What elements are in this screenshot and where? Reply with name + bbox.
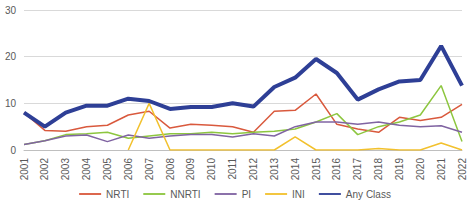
svg-text:2021: 2021 xyxy=(436,158,447,181)
svg-text:2002: 2002 xyxy=(39,158,50,181)
svg-text:2004: 2004 xyxy=(81,158,92,181)
svg-text:2015: 2015 xyxy=(311,158,322,181)
svg-text:2005: 2005 xyxy=(102,158,113,181)
svg-text:2016: 2016 xyxy=(331,158,342,181)
svg-text:10: 10 xyxy=(5,98,17,109)
svg-text:2019: 2019 xyxy=(394,158,405,181)
svg-text:INI: INI xyxy=(292,189,305,200)
svg-text:2010: 2010 xyxy=(206,158,217,181)
svg-text:2017: 2017 xyxy=(352,158,363,181)
svg-text:NNRTI: NNRTI xyxy=(170,189,200,200)
svg-text:2011: 2011 xyxy=(227,158,238,180)
svg-text:2006: 2006 xyxy=(123,158,134,181)
svg-text:2013: 2013 xyxy=(269,158,280,181)
svg-text:Any Class: Any Class xyxy=(346,189,391,200)
svg-text:20: 20 xyxy=(5,51,17,62)
svg-text:2018: 2018 xyxy=(373,158,384,181)
svg-text:2008: 2008 xyxy=(165,158,176,181)
svg-text:2014: 2014 xyxy=(290,158,301,181)
svg-text:2012: 2012 xyxy=(248,158,259,181)
svg-text:0: 0 xyxy=(10,145,16,156)
svg-text:2003: 2003 xyxy=(60,158,71,181)
svg-text:2007: 2007 xyxy=(144,158,155,181)
svg-text:2022: 2022 xyxy=(457,158,468,181)
svg-text:30: 30 xyxy=(5,5,17,16)
svg-text:NRTI: NRTI xyxy=(106,189,129,200)
svg-text:2009: 2009 xyxy=(185,158,196,181)
svg-text:2001: 2001 xyxy=(19,158,30,181)
svg-text:2020: 2020 xyxy=(415,158,426,181)
svg-text:PI: PI xyxy=(242,189,251,200)
